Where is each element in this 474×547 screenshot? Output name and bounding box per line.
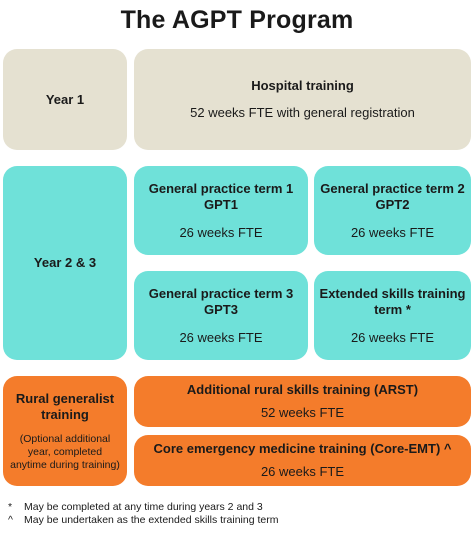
hospital-training-title: Hospital training — [251, 78, 354, 93]
footnote-mark: * — [8, 501, 13, 513]
gpt2-box: General practice term 2 GPT2 26 weeks FT… — [314, 166, 471, 255]
gpt2-code: GPT2 — [375, 196, 410, 212]
gpt1-box: General practice term 1 GPT1 26 weeks FT… — [134, 166, 308, 255]
extended-skills-duration: 26 weeks FTE — [350, 329, 435, 345]
arst-duration: 52 weeks FTE — [260, 405, 345, 420]
rural-generalist-label-box: Rural generalist training (Optional addi… — [3, 376, 127, 486]
year-2-3-label-box: Year 2 & 3 — [3, 166, 127, 360]
rural-generalist-label: Rural generalist — [15, 390, 115, 406]
gpt3-code: GPT3 — [204, 301, 238, 317]
core-emt-box: Core emergency medicine training (Core-E… — [134, 435, 471, 486]
arst-title: Additional rural skills training (ARST) — [186, 382, 419, 397]
footnote: * May be completed at any time during ye… — [8, 501, 278, 514]
year-2-3-label: Year 2 & 3 — [33, 255, 97, 270]
footnote-text: May be completed at any time during year… — [24, 501, 263, 513]
rural-generalist-note: (Optional additional — [19, 432, 111, 445]
footnotes: * May be completed at any time during ye… — [8, 501, 278, 527]
hospital-training-detail: 52 weeks FTE with general registration — [190, 105, 415, 120]
rural-generalist-note-line2: year, completed — [27, 445, 103, 458]
rural-generalist-label-line2: training — [41, 406, 89, 422]
gpt2-title: General practice term 2 — [320, 180, 465, 196]
hospital-training-box: Hospital training 52 weeks FTE with gene… — [134, 49, 471, 150]
extended-skills-box: Extended skills training term * 26 weeks… — [314, 271, 471, 360]
gpt3-box: General practice term 3 GPT3 26 weeks FT… — [134, 271, 308, 360]
arst-box: Additional rural skills training (ARST) … — [134, 376, 471, 427]
gpt3-title: General practice term 3 — [148, 285, 294, 301]
core-emt-duration: 26 weeks FTE — [260, 464, 345, 479]
core-emt-title: Core emergency medicine training (Core-E… — [153, 441, 452, 456]
gpt1-duration: 26 weeks FTE — [179, 224, 263, 240]
footnote: ^ May be undertaken as the extended skil… — [8, 514, 278, 527]
gpt1-title: General practice term 1 — [148, 180, 294, 196]
footnote-mark: ^ — [8, 514, 13, 526]
gpt3-duration: 26 weeks FTE — [179, 329, 263, 345]
extended-skills-title: Extended skills training — [319, 285, 466, 301]
year-1-label: Year 1 — [45, 91, 85, 107]
footnote-text: May be undertaken as the extended skills… — [24, 514, 279, 526]
gpt2-duration: 26 weeks FTE — [350, 224, 435, 240]
rural-generalist-note-line3: anytime during training) — [10, 458, 120, 471]
extended-skills-title-line2: term * — [374, 301, 411, 317]
gpt1-code: GPT1 — [204, 196, 238, 212]
page-title: The AGPT Program — [120, 6, 354, 34]
year-1-label-box: Year 1 — [3, 49, 127, 150]
